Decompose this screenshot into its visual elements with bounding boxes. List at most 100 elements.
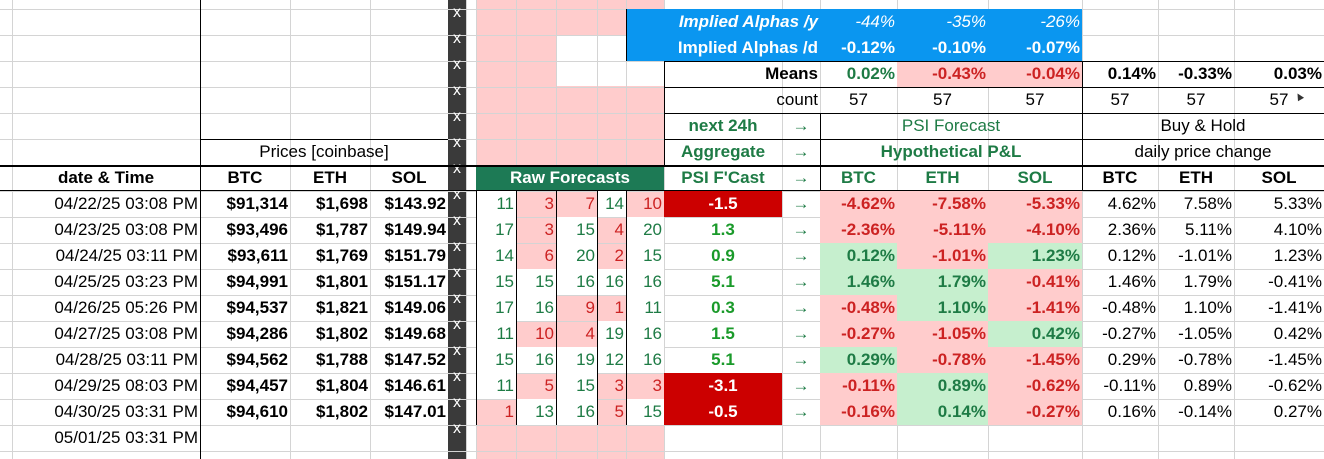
x-marker: x — [453, 30, 461, 47]
border — [664, 61, 1324, 62]
means-bh-value: 0.14% — [1107, 64, 1156, 83]
pl-btc-header: BTC — [841, 168, 876, 187]
pl-value: 0.29% — [820, 347, 897, 373]
raw-forecast-cell: 3 — [626, 373, 664, 399]
row-arrow: → — [792, 272, 810, 291]
bh-value: -1.41% — [1268, 298, 1322, 317]
means-bh-value: -0.33% — [1178, 64, 1232, 83]
row-btc-price: $93,611 — [227, 246, 288, 265]
pl-eth-header: ETH — [925, 168, 960, 187]
psi-forecast-header: PSI Forecast — [901, 116, 1001, 135]
implied-alpha-y-value: -44% — [820, 9, 897, 35]
raw-forecast-cell: 15 — [556, 373, 597, 399]
bh-value: -0.48% — [1102, 298, 1156, 317]
x-marker: x — [453, 394, 461, 411]
eth-price-header: ETH — [313, 168, 347, 187]
row-sol-price: $149.68 — [384, 324, 446, 343]
raw-forecast-cell: 9 — [556, 295, 597, 321]
x-marker: x — [453, 56, 461, 73]
pl-value: -5.11% — [897, 217, 988, 243]
row-date: 04/30/25 03:31 PM — [54, 402, 198, 421]
raw-forecast-cell: 16 — [556, 399, 597, 425]
x-marker: x — [453, 186, 461, 203]
pl-value: -4.10% — [988, 217, 1082, 243]
psi-forecast-value: 1.3 — [711, 220, 735, 239]
row-eth-price: $1,787 — [316, 220, 368, 239]
row-btc-price: $94,537 — [226, 298, 288, 317]
count-bh-value: 57 — [1110, 90, 1130, 109]
raw-forecast-cell: 20 — [556, 243, 597, 269]
row-sol-price: $149.94 — [384, 220, 446, 239]
bh-value: -0.78% — [1178, 350, 1232, 369]
pl-value: -7.58% — [897, 191, 988, 217]
raw-forecast-cell: 1 — [597, 295, 626, 321]
bh-value: 1.46% — [1107, 272, 1156, 291]
row-date: 04/29/25 08:03 PM — [54, 376, 198, 395]
bh-value: 0.16% — [1107, 402, 1156, 421]
grid-col-line — [664, 0, 665, 459]
psi-forecast-value: 5.1 — [711, 272, 735, 291]
pl-value: 1.79% — [897, 269, 988, 295]
raw-forecast-cell: 12 — [597, 347, 626, 373]
x-marker: x — [453, 316, 461, 333]
raw-forecast-cell: 16 — [556, 269, 597, 295]
row-btc-price: $94,991 — [226, 272, 288, 291]
x-marker: x — [453, 4, 461, 21]
raw-forecast-cell: 3 — [597, 373, 626, 399]
row-arrow: → — [792, 298, 810, 317]
bh-value: 1.10% — [1183, 298, 1232, 317]
row-btc-price: $94,286 — [226, 324, 288, 343]
x-marker: x — [453, 420, 461, 437]
raw-forecast-cell: 3 — [516, 217, 556, 243]
arrow-header: → — [792, 168, 810, 187]
raw-forecast-cell: 17 — [476, 295, 516, 321]
row-eth-price: $1,698 — [316, 194, 368, 213]
grid-row-line — [0, 191, 1324, 192]
grid-row-line — [0, 113, 1324, 114]
raw-forecast-cell: 4 — [597, 217, 626, 243]
raw-forecast-cell: 19 — [597, 321, 626, 347]
border — [1082, 61, 1083, 191]
raw-forecast-cell: 6 — [516, 243, 556, 269]
grid-row-line — [0, 139, 1324, 140]
bh-value: -0.27% — [1102, 324, 1156, 343]
row-date: 04/24/25 03:11 PM — [55, 246, 198, 265]
raw-forecast-cell: 7 — [556, 191, 597, 217]
raw-forecast-cell: 14 — [476, 243, 516, 269]
border — [0, 165, 1324, 167]
psi-fcast-header: PSI F'Cast — [681, 168, 765, 187]
pl-value: 0.14% — [897, 399, 988, 425]
daily-change-header: daily price change — [1134, 142, 1272, 161]
buy-hold-header: Buy & Hold — [1160, 116, 1246, 135]
count-label: count — [776, 90, 818, 109]
pl-value: -0.41% — [988, 269, 1082, 295]
row-date: 04/26/25 05:26 PM — [54, 298, 198, 317]
pl-value: -0.11% — [820, 373, 897, 399]
pl-value: -0.27% — [820, 321, 897, 347]
row-btc-price: $94,457 — [226, 376, 288, 395]
implied-alphas-y-label: Implied Alphas /y — [626, 9, 820, 35]
row-eth-price: $1,821 — [316, 298, 368, 317]
x-column-background — [448, 0, 466, 459]
row-arrow: → — [792, 220, 810, 239]
hypothetical-pl-header: Hypothetical P&L — [880, 142, 1022, 161]
psi-forecast-value: 1.5 — [711, 324, 735, 343]
row-sol-price: $149.06 — [384, 298, 446, 317]
count-pl-value: 57 — [933, 90, 952, 109]
bh-value: -0.14% — [1178, 402, 1232, 421]
psi-forecast-value: -3.1 — [664, 373, 782, 399]
count-bh-value: 57 — [1186, 90, 1206, 109]
bh-value: 5.33% — [1273, 194, 1322, 213]
grid-row-line — [0, 61, 1324, 62]
implied-alpha-d-value: -0.07% — [988, 35, 1082, 61]
x-marker: x — [453, 212, 461, 229]
raw-forecast-cell: 15 — [476, 269, 516, 295]
row-date: 04/25/25 03:23 PM — [54, 272, 198, 291]
raw-forecast-cell: 15 — [626, 399, 664, 425]
next-24h-header: next 24h — [688, 116, 758, 135]
count-bh-value: 57 — [1269, 90, 1289, 109]
raw-forecast-cell: 17 — [476, 217, 516, 243]
psi-forecast-value: 0.9 — [711, 246, 735, 265]
raw-forecast-cell: 15 — [516, 269, 556, 295]
row-arrow: → — [792, 246, 810, 265]
